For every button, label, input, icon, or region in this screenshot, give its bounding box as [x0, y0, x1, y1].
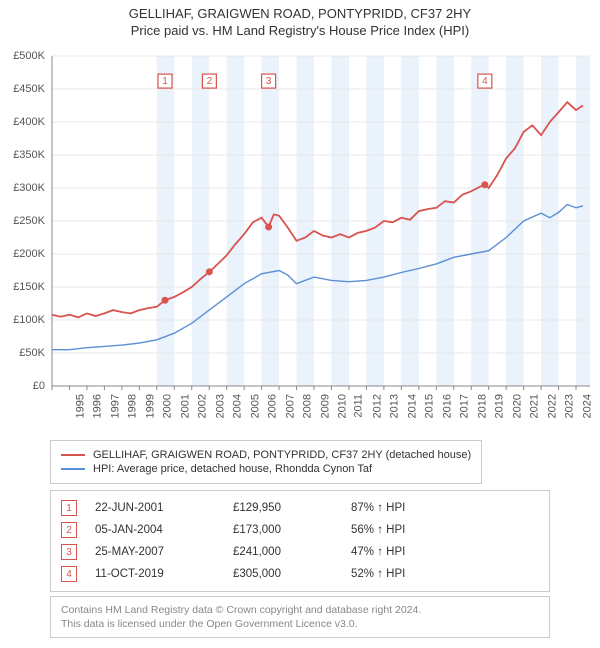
legend-label-2: HPI: Average price, detached house, Rhon…	[93, 463, 372, 475]
y-axis-label: £350K	[13, 149, 45, 161]
x-axis-label: 2005	[249, 394, 261, 418]
sale-date: 05-JAN-2004	[95, 524, 215, 536]
y-axis-label: £500K	[13, 50, 45, 62]
x-axis-label: 2018	[476, 394, 488, 418]
title-address: GELLIHAF, GRAIGWEN ROAD, PONTYPRIDD, CF3…	[0, 6, 600, 21]
attribution-line-2: This data is licensed under the Open Gov…	[61, 617, 539, 631]
sale-price: £173,000	[233, 524, 333, 536]
attribution-line-1: Contains HM Land Registry data © Crown c…	[61, 603, 539, 617]
x-axis-label: 2000	[162, 394, 174, 418]
x-axis-label: 2021	[529, 394, 541, 418]
x-axis-label: 2015	[424, 394, 436, 418]
x-axis-label: 2017	[459, 394, 471, 418]
x-axis-label: 2011	[353, 394, 365, 418]
sale-marker-box: 2	[61, 522, 77, 538]
legend-label-1: GELLIHAF, GRAIGWEN ROAD, PONTYPRIDD, CF3…	[93, 449, 471, 461]
sales-row: 3 25-MAY-2007 £241,000 47% ↑ HPI	[61, 541, 539, 563]
sale-pct-vs-hpi: 87% ↑ HPI	[351, 502, 471, 514]
svg-text:3: 3	[266, 76, 272, 87]
svg-text:1: 1	[162, 76, 168, 87]
x-axis-label: 2019	[494, 394, 506, 418]
sale-price: £129,950	[233, 502, 333, 514]
x-axis-label: 2008	[302, 394, 314, 418]
sale-date: 25-MAY-2007	[95, 546, 215, 558]
titles: GELLIHAF, GRAIGWEN ROAD, PONTYPRIDD, CF3…	[0, 6, 600, 38]
sale-price: £305,000	[233, 568, 333, 580]
sales-row: 2 05-JAN-2004 £173,000 56% ↑ HPI	[61, 519, 539, 541]
sale-pct-vs-hpi: 47% ↑ HPI	[351, 546, 471, 558]
y-axis-label: £450K	[13, 83, 45, 95]
x-axis-label: 1995	[74, 394, 86, 418]
x-axis-label: 2023	[564, 394, 576, 418]
legend-swatch-red	[61, 454, 85, 456]
sale-marker-box: 3	[61, 544, 77, 560]
sale-pct-vs-hpi: 52% ↑ HPI	[351, 568, 471, 580]
y-axis-label: £300K	[13, 182, 45, 194]
x-axis-label: 2016	[441, 394, 453, 418]
sales-row: 4 11-OCT-2019 £305,000 52% ↑ HPI	[61, 563, 539, 585]
sale-pct-vs-hpi: 56% ↑ HPI	[351, 524, 471, 536]
x-axis-label: 2009	[319, 394, 331, 418]
y-axis-label: £150K	[13, 281, 45, 293]
y-axis-label: £250K	[13, 215, 45, 227]
x-axis-label: 2003	[214, 394, 226, 418]
x-axis-label: 2006	[267, 394, 279, 418]
x-axis-label: 1998	[127, 394, 139, 418]
y-axis-label: £0	[33, 380, 45, 392]
y-axis-label: £50K	[19, 347, 45, 359]
attribution: Contains HM Land Registry data © Crown c…	[50, 596, 550, 638]
x-axis-label: 1999	[144, 394, 156, 418]
page: GELLIHAF, GRAIGWEN ROAD, PONTYPRIDD, CF3…	[0, 6, 600, 638]
x-axis-label: 2020	[511, 394, 523, 418]
svg-text:2: 2	[207, 76, 213, 87]
sale-date: 22-JUN-2001	[95, 502, 215, 514]
title-subtitle: Price paid vs. HM Land Registry's House …	[0, 23, 600, 38]
sales-row: 1 22-JUN-2001 £129,950 87% ↑ HPI	[61, 497, 539, 519]
svg-text:4: 4	[482, 76, 488, 87]
y-axis-label: £400K	[13, 116, 45, 128]
legend-row-2: HPI: Average price, detached house, Rhon…	[61, 463, 471, 475]
y-axis-label: £200K	[13, 248, 45, 260]
x-axis-label: 1996	[92, 394, 104, 418]
y-axis-label: £100K	[13, 314, 45, 326]
sales-table: 1 22-JUN-2001 £129,950 87% ↑ HPI 2 05-JAN-200…	[50, 490, 550, 592]
legend: GELLIHAF, GRAIGWEN ROAD, PONTYPRIDD, CF3…	[50, 440, 482, 484]
x-axis-label: 1997	[109, 394, 121, 418]
sale-price: £241,000	[233, 546, 333, 558]
chart: 1 2 3 4 £0 £50K £100K £150K £200K £250K £300K £350…	[0, 46, 600, 436]
x-axis-label: 2012	[371, 394, 383, 418]
x-axis-label: 2002	[197, 394, 209, 418]
x-axis-label: 2001	[179, 394, 191, 418]
sale-date: 11-OCT-2019	[95, 568, 215, 580]
x-axis-label: 2014	[406, 394, 418, 418]
x-axis-label: 2022	[546, 394, 558, 418]
x-axis-label: 2024	[581, 394, 593, 418]
sale-marker-box: 4	[61, 566, 77, 582]
x-axis-label: 2010	[336, 394, 348, 418]
x-axis-label: 2013	[389, 394, 401, 418]
chart-svg: 1 2 3 4	[0, 46, 600, 436]
x-axis-label: 2004	[232, 394, 244, 418]
legend-row-1: GELLIHAF, GRAIGWEN ROAD, PONTYPRIDD, CF3…	[61, 449, 471, 461]
sale-marker-box: 1	[61, 500, 77, 516]
legend-swatch-blue	[61, 468, 85, 470]
x-axis-label: 2007	[284, 394, 296, 418]
